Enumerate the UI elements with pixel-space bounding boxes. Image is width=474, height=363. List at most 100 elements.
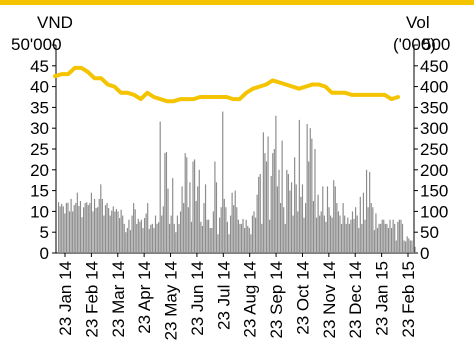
volume-bar bbox=[369, 171, 371, 253]
volume-bar bbox=[115, 208, 118, 253]
volume-bar bbox=[147, 203, 149, 253]
volume-bar bbox=[331, 217, 333, 253]
volume-bar bbox=[401, 223, 404, 253]
volume-bar bbox=[289, 190, 291, 253]
volume-bar bbox=[143, 218, 146, 253]
volume-bar bbox=[233, 205, 235, 253]
volume-bar bbox=[295, 184, 297, 253]
left-tick-label: 15 bbox=[30, 182, 49, 201]
x-tick-label: 23 Sep 14 bbox=[267, 261, 286, 339]
volume-bar bbox=[209, 228, 211, 253]
volume-bar bbox=[203, 203, 205, 253]
volume-bar bbox=[373, 230, 375, 253]
volume-bar bbox=[120, 209, 122, 253]
volume-bar bbox=[86, 202, 88, 253]
volume-bar bbox=[405, 241, 407, 253]
volume-bar bbox=[176, 215, 178, 253]
volume-bar bbox=[214, 161, 216, 253]
volume-bar bbox=[269, 219, 271, 253]
volume-bar bbox=[168, 223, 171, 253]
volume-bar bbox=[273, 149, 275, 253]
volume-bar bbox=[253, 211, 255, 253]
volume-bar bbox=[192, 161, 194, 253]
volume-bar bbox=[378, 223, 380, 253]
volume-bar bbox=[278, 169, 280, 253]
volume-bar bbox=[265, 161, 268, 253]
right-tick-label: 300 bbox=[420, 119, 448, 138]
volume-bar bbox=[298, 119, 300, 253]
volume-bar bbox=[333, 180, 335, 253]
volume-bar bbox=[301, 184, 304, 253]
volume-bar bbox=[264, 153, 266, 253]
volume-bar bbox=[159, 121, 161, 253]
volume-bar bbox=[95, 208, 97, 253]
left-tick-label: 35 bbox=[30, 98, 49, 117]
volume-bar bbox=[150, 224, 152, 253]
volume-bar bbox=[167, 188, 169, 253]
volume-bar bbox=[198, 169, 200, 253]
left-tick-label: 0 bbox=[40, 244, 49, 263]
x-tick-label: 23 Feb 14 bbox=[82, 261, 101, 338]
volume-bar bbox=[394, 223, 396, 253]
volume-bar bbox=[261, 223, 263, 253]
volume-bar bbox=[381, 219, 383, 253]
right-tick-label: 0 bbox=[420, 244, 429, 263]
volume-bar bbox=[322, 186, 324, 253]
volume-bar bbox=[65, 203, 67, 253]
right-tick-label: 350 bbox=[420, 98, 448, 117]
volume-bar bbox=[300, 196, 302, 253]
volume-bar bbox=[375, 213, 377, 253]
right-tick-label: 200 bbox=[420, 161, 448, 180]
volume-bar bbox=[118, 218, 121, 253]
volume-bar bbox=[330, 215, 332, 253]
volume-bar bbox=[211, 228, 213, 253]
volume-bar bbox=[244, 228, 246, 253]
volume-bar bbox=[187, 207, 189, 253]
volume-bar bbox=[142, 228, 144, 253]
volume-bar bbox=[414, 246, 416, 253]
volume-bar bbox=[292, 215, 294, 253]
volume-bar bbox=[345, 223, 347, 253]
volume-bar bbox=[137, 218, 139, 253]
volume-bar bbox=[222, 111, 224, 253]
volume-bar bbox=[131, 215, 133, 253]
volume-bar bbox=[170, 215, 172, 253]
volume-bar bbox=[219, 217, 221, 253]
volume-bar bbox=[208, 219, 210, 253]
volume-bar bbox=[305, 203, 307, 253]
volume-bar bbox=[403, 240, 405, 253]
volume-bar bbox=[111, 210, 113, 253]
volume-bar bbox=[312, 201, 314, 253]
volume-bar bbox=[272, 153, 274, 253]
x-tick-label: 23 Apr 14 bbox=[135, 261, 154, 334]
volume-bar bbox=[355, 207, 357, 253]
volume-bar bbox=[151, 223, 153, 253]
volume-bar bbox=[67, 202, 69, 253]
volume-bar bbox=[364, 219, 366, 253]
volume-bar bbox=[367, 207, 369, 253]
x-tick-label: 23 Aug 14 bbox=[241, 261, 260, 338]
volume-bar bbox=[126, 228, 128, 253]
volume-bar bbox=[376, 228, 379, 253]
volume-bar bbox=[275, 115, 277, 253]
volume-bar bbox=[290, 182, 293, 253]
volume-bar bbox=[161, 215, 163, 253]
volume-bar bbox=[62, 206, 64, 253]
volume-bar bbox=[319, 215, 321, 253]
volume-bar bbox=[350, 219, 352, 253]
volume-bar bbox=[123, 223, 125, 253]
volume-bar bbox=[358, 228, 360, 253]
left-tick-label: 20 bbox=[30, 161, 49, 180]
volume-bar bbox=[397, 221, 399, 253]
x-tick-label: 23 Feb 15 bbox=[399, 261, 418, 338]
volume-bar bbox=[359, 196, 361, 253]
volume-bar bbox=[326, 186, 329, 253]
volume-bar bbox=[281, 140, 283, 253]
volume-bar bbox=[325, 221, 327, 253]
volume-bar bbox=[262, 132, 264, 253]
volume-bar bbox=[140, 219, 143, 253]
volume-bar bbox=[179, 211, 182, 253]
right-tick-label: 450 bbox=[420, 57, 448, 76]
